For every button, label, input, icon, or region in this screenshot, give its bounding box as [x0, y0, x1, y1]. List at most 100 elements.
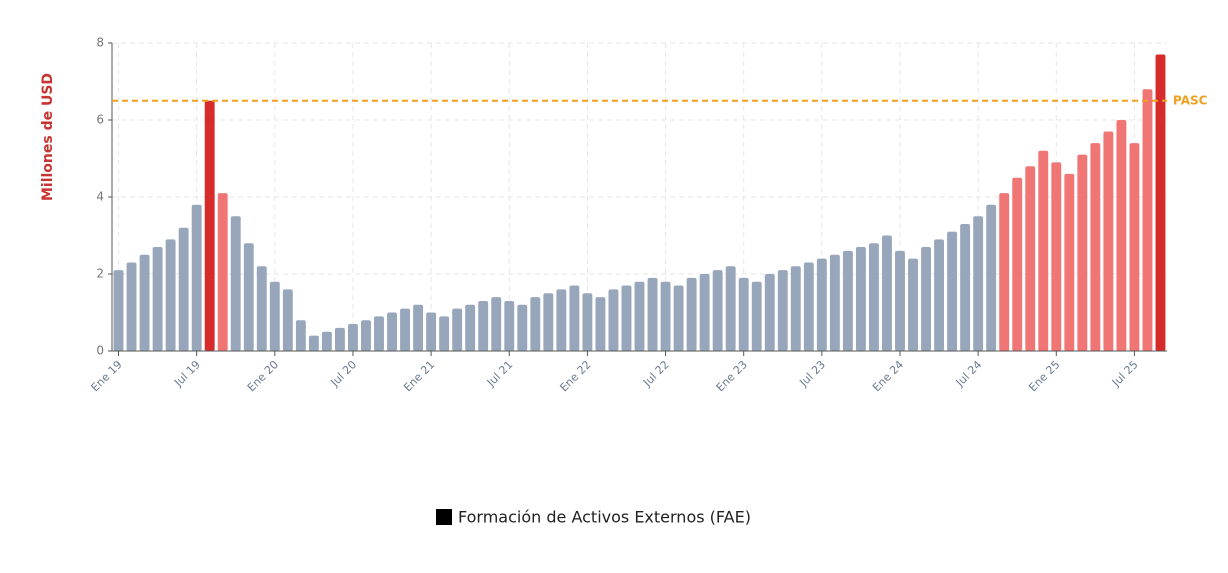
bar: [842, 250, 853, 351]
bar: [282, 289, 293, 351]
bar: [999, 193, 1010, 351]
bar: [1025, 166, 1036, 351]
legend-swatch: [436, 509, 452, 525]
bar: [1051, 162, 1062, 351]
x-tick-label: Jul 19: [171, 358, 203, 390]
x-tick-label: Ene 23: [714, 358, 750, 394]
bar: [855, 247, 866, 351]
bar: [934, 239, 945, 351]
bar: [764, 274, 775, 351]
bar: [882, 235, 892, 351]
bar: [1155, 54, 1166, 352]
bar: [361, 320, 371, 351]
bar: [387, 312, 397, 351]
bar: [1012, 177, 1023, 351]
bar: [230, 216, 241, 351]
bar: [960, 223, 971, 351]
y-tick-label: 6: [96, 113, 104, 127]
bar: [777, 270, 788, 351]
bar: [334, 327, 345, 351]
bar: [790, 266, 801, 351]
y-tick-label: 4: [96, 190, 104, 204]
bar: [725, 266, 736, 351]
bar: [178, 227, 189, 351]
bar: [439, 316, 450, 351]
bar: [621, 285, 632, 351]
bar: [321, 331, 332, 351]
x-tick-label: Jul 23: [796, 358, 828, 390]
bar: [1077, 154, 1088, 351]
bar: [204, 100, 215, 351]
x-tick-label: Jul 24: [953, 358, 985, 390]
bar: [947, 231, 958, 351]
x-tick-label: Ene 25: [1026, 358, 1062, 394]
x-tick-label: Jul 21: [484, 358, 516, 390]
y-tick-label: 8: [96, 36, 104, 50]
bar: [686, 277, 697, 351]
bar: [374, 316, 384, 351]
bar: [217, 193, 228, 351]
bar: [973, 216, 984, 351]
bar: [556, 289, 567, 351]
bar: [400, 308, 411, 351]
bar: [308, 335, 319, 351]
x-tick-label: Jul 22: [640, 358, 672, 390]
bar: [478, 300, 489, 351]
y-axis-title: Millones de USD: [40, 73, 56, 201]
bar: [256, 266, 267, 351]
y-tick-label: 2: [96, 267, 104, 281]
bar: [426, 312, 437, 351]
bar: [738, 277, 749, 351]
bar: [660, 281, 671, 351]
x-tick-label: Jul 20: [328, 358, 360, 390]
bar: [165, 239, 176, 351]
bar: [895, 250, 905, 351]
bar: [1116, 120, 1127, 351]
bar: [1129, 143, 1140, 351]
bar: [530, 297, 541, 351]
x-tick-label: Ene 24: [870, 358, 906, 394]
bar: [348, 324, 358, 351]
x-tick-label: Ene 21: [401, 358, 437, 394]
bar: [608, 289, 619, 351]
bar: [595, 297, 606, 351]
bar: [1142, 89, 1153, 351]
bar: [543, 293, 554, 351]
bar: [295, 320, 306, 351]
bar: [465, 304, 476, 351]
bar: [126, 262, 137, 351]
x-tick-label: Jul 25: [1109, 358, 1141, 390]
bar: [243, 243, 254, 351]
bar: [413, 304, 424, 351]
bar: [829, 254, 840, 351]
bar: [191, 204, 202, 351]
bar: [452, 308, 463, 351]
bar: [1064, 173, 1075, 351]
bar: [634, 281, 645, 351]
bar: [921, 247, 931, 351]
bar: [868, 243, 879, 351]
bar: [803, 262, 814, 351]
bar: [269, 281, 280, 351]
bar: [491, 297, 502, 351]
legend-label[interactable]: Formación de Activos Externos (FAE): [458, 508, 751, 527]
bar: [569, 285, 580, 351]
bar: [712, 270, 723, 351]
x-tick-label: Ene 20: [245, 358, 281, 394]
bar: [139, 254, 150, 351]
bar: [582, 293, 593, 351]
x-tick-label: Ene 22: [557, 358, 593, 394]
bar: [504, 300, 515, 351]
reference-label: PASC: [1173, 93, 1208, 107]
bar: [673, 285, 684, 351]
bar: [751, 281, 762, 351]
x-tick-label: Ene 19: [89, 358, 125, 394]
bar: [647, 277, 658, 351]
bar: [1103, 131, 1114, 351]
bar: [517, 304, 528, 351]
bar: [908, 258, 918, 351]
bar: [152, 247, 163, 351]
bar: [816, 258, 827, 351]
bar: [699, 274, 710, 351]
